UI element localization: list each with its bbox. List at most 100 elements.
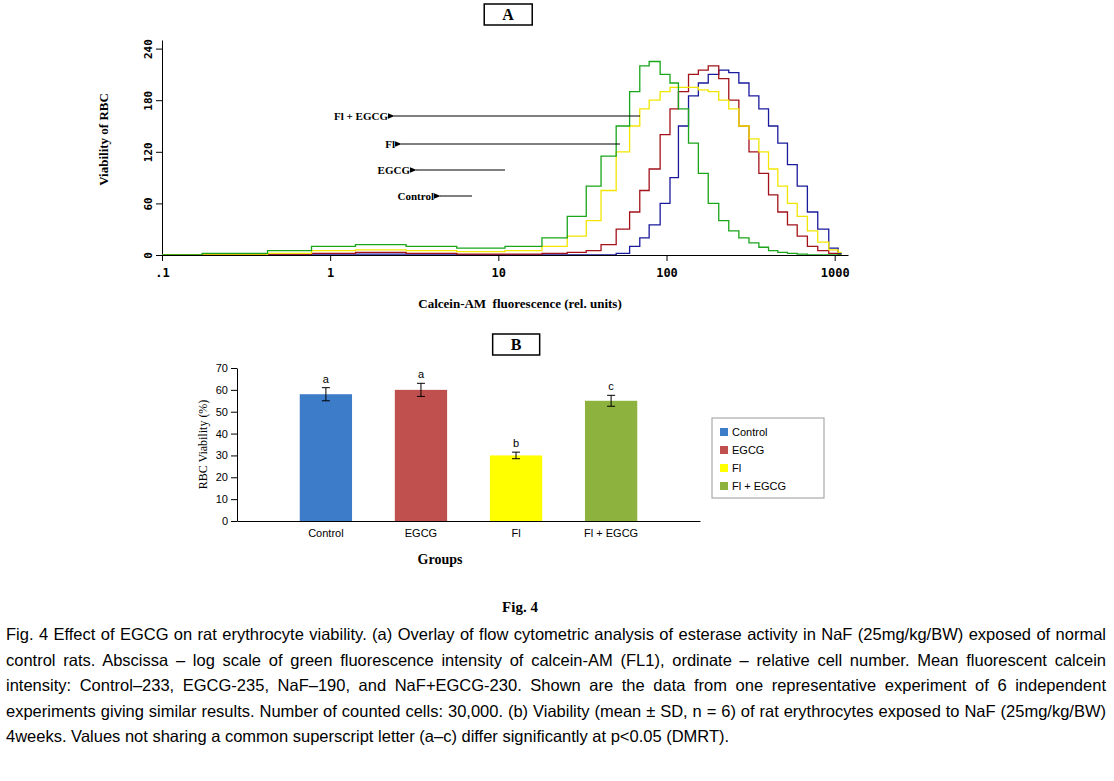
- tick: 240: [142, 39, 162, 59]
- tick-label: Control: [308, 527, 343, 539]
- series-label: Fl: [385, 138, 395, 150]
- tick: 180: [142, 91, 162, 111]
- caption: Fig. 4 Effect of EGCG on rat erythrocyte…: [6, 622, 1106, 750]
- legend-swatch: [720, 464, 728, 472]
- series-label: Fl + EGCG: [334, 110, 388, 122]
- tick-mark: [498, 255, 499, 261]
- significance-letter: b: [513, 437, 519, 449]
- tick-label: 1: [327, 266, 334, 280]
- axis-line: [163, 255, 849, 256]
- panel-title-box: [493, 334, 540, 355]
- tick-mark: [231, 368, 237, 369]
- tick-label: 40: [216, 428, 228, 440]
- panel-title: A: [484, 4, 532, 25]
- tick: 0: [222, 515, 237, 527]
- series-label: EGCG: [378, 164, 411, 176]
- tick: Control: [308, 521, 343, 539]
- tick: 10: [216, 493, 237, 505]
- legend-swatch: [720, 482, 728, 490]
- tick-label: 10: [216, 493, 228, 505]
- bar: [300, 394, 352, 521]
- significance-letter: a: [323, 373, 330, 385]
- panel-title: B: [493, 334, 540, 355]
- histogram-line: [162, 66, 842, 255]
- axis-line: [238, 521, 701, 522]
- y-axis-title: RBC Viability (%): [196, 400, 210, 490]
- legend-box: [712, 418, 824, 498]
- bar: [490, 455, 542, 521]
- tick-label: 0: [222, 515, 228, 527]
- tick-label: EGCG: [405, 527, 437, 539]
- tick-mark: [231, 521, 237, 522]
- tick: 60: [142, 197, 162, 210]
- tick: 0: [142, 252, 162, 259]
- legend-label: Control: [732, 426, 767, 438]
- x-axis-title: Calcein-AM fluorescence (rel. units): [418, 296, 622, 311]
- error-bar: [417, 383, 425, 396]
- tick: 1000: [821, 255, 850, 280]
- tick-mark: [231, 455, 237, 456]
- tick-label: 60: [216, 384, 228, 396]
- tick-label: Fl: [511, 527, 520, 539]
- axis-line: [162, 41, 163, 256]
- tick-label: 60: [142, 197, 155, 210]
- error-bar: [322, 388, 330, 401]
- significance-letter: a: [418, 368, 425, 380]
- tick-label: Fl + EGCG: [584, 527, 638, 539]
- y-axis: 010203040506070: [216, 362, 238, 527]
- error-bar-line: [417, 396, 425, 397]
- tick: EGCG: [405, 521, 437, 539]
- tick: 70: [216, 362, 237, 374]
- bar: [395, 390, 447, 521]
- tick: 20: [216, 471, 237, 483]
- tick-label: 20: [216, 471, 228, 483]
- tick: .1: [155, 255, 169, 280]
- plot-area: [300, 383, 638, 521]
- y-axis: 060120180240: [142, 39, 163, 259]
- error-bar: [512, 452, 520, 459]
- legend-label: Fl: [732, 462, 741, 474]
- legend-swatch: [720, 428, 728, 436]
- error-bar-line: [325, 388, 326, 401]
- histogram-line: [162, 70, 842, 255]
- tick-label: 240: [142, 39, 155, 59]
- y-axis-title: Viability of RBC: [96, 93, 111, 186]
- tick: Fl: [511, 521, 520, 539]
- tick: 40: [216, 428, 237, 440]
- plot-area: [162, 62, 842, 256]
- figure: A.11101001000060120180240Fl + EGCGFlEGCG…: [0, 0, 1114, 620]
- bar: [585, 401, 637, 521]
- tick-mark: [162, 255, 163, 261]
- x-axis: .11101001000: [155, 255, 849, 280]
- tick: Fl + EGCG: [584, 521, 638, 539]
- series-label: Control: [398, 190, 434, 202]
- error-bar: [607, 395, 615, 406]
- tick-mark: [330, 255, 331, 261]
- error-bar-line: [417, 383, 425, 384]
- tick: 100: [656, 255, 678, 280]
- x-axis-title: Groups: [418, 552, 463, 567]
- tick-label: 0: [142, 252, 155, 259]
- tick-mark: [231, 499, 237, 500]
- panel-title-text: B: [511, 336, 522, 353]
- legend: ControlEGCGFlFl + EGCG: [712, 418, 824, 498]
- error-bar-line: [607, 395, 615, 396]
- legend-label: Fl + EGCG: [732, 480, 786, 492]
- tick-mark: [231, 390, 237, 391]
- error-bar-line: [322, 400, 330, 401]
- legend-swatch: [720, 446, 728, 454]
- panel-title-text: A: [502, 6, 514, 23]
- arrow: [440, 196, 472, 197]
- error-bar-line: [516, 452, 517, 459]
- tick-label: 1000: [821, 266, 850, 280]
- error-bar-line: [420, 383, 421, 396]
- arrow: [416, 170, 505, 171]
- histogram-line: [162, 87, 842, 255]
- tick-mark: [156, 100, 162, 101]
- error-bar-line: [607, 406, 615, 407]
- tick-label: .1: [155, 266, 169, 280]
- tick-label: 100: [656, 266, 678, 280]
- tick-mark: [231, 477, 237, 478]
- histogram-line: [162, 62, 842, 256]
- tick-mark: [231, 412, 237, 413]
